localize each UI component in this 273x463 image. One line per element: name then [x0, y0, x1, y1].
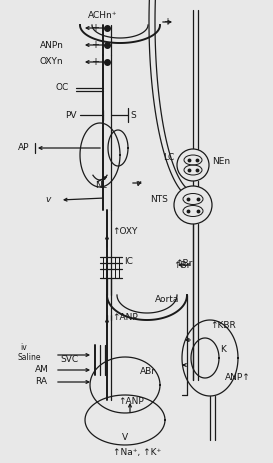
Text: AM: AM	[35, 365, 49, 375]
Text: RA: RA	[35, 377, 47, 387]
Text: NL: NL	[95, 181, 107, 189]
Text: SVC: SVC	[60, 356, 78, 364]
Text: ↑OXY: ↑OXY	[112, 227, 137, 237]
Text: ABr: ABr	[140, 368, 156, 376]
Circle shape	[177, 149, 209, 181]
Text: +: +	[163, 17, 171, 27]
Text: S: S	[130, 111, 136, 119]
Text: LC: LC	[163, 152, 174, 162]
Text: OC: OC	[55, 83, 68, 93]
Text: Aorta: Aorta	[155, 295, 179, 305]
Text: IC: IC	[124, 257, 133, 267]
Text: v: v	[135, 179, 140, 188]
Text: ↑Br: ↑Br	[175, 258, 192, 268]
Text: Saline: Saline	[18, 353, 41, 363]
Text: ↑ANP: ↑ANP	[112, 313, 138, 323]
Text: v: v	[45, 195, 51, 205]
Text: NTS: NTS	[150, 195, 168, 205]
Text: iv: iv	[20, 344, 27, 352]
Circle shape	[174, 186, 212, 224]
Text: +: +	[91, 40, 99, 50]
Text: ↑KBR: ↑KBR	[210, 320, 236, 330]
Text: ↑Br: ↑Br	[173, 261, 190, 269]
Text: NEn: NEn	[212, 157, 230, 167]
Text: V: V	[122, 433, 128, 443]
Text: +: +	[91, 57, 99, 67]
Text: ANPn: ANPn	[40, 40, 64, 50]
Text: ACHn⁺: ACHn⁺	[88, 11, 117, 19]
Text: OXYn: OXYn	[40, 57, 64, 67]
Text: ↑ANP: ↑ANP	[118, 398, 144, 407]
Text: K: K	[220, 345, 226, 355]
Text: PV: PV	[65, 111, 76, 119]
Text: ↑Na⁺, ↑K⁺: ↑Na⁺, ↑K⁺	[113, 448, 161, 457]
Text: +: +	[91, 23, 99, 33]
Text: ANP↑: ANP↑	[225, 374, 251, 382]
Text: AP: AP	[18, 144, 29, 152]
